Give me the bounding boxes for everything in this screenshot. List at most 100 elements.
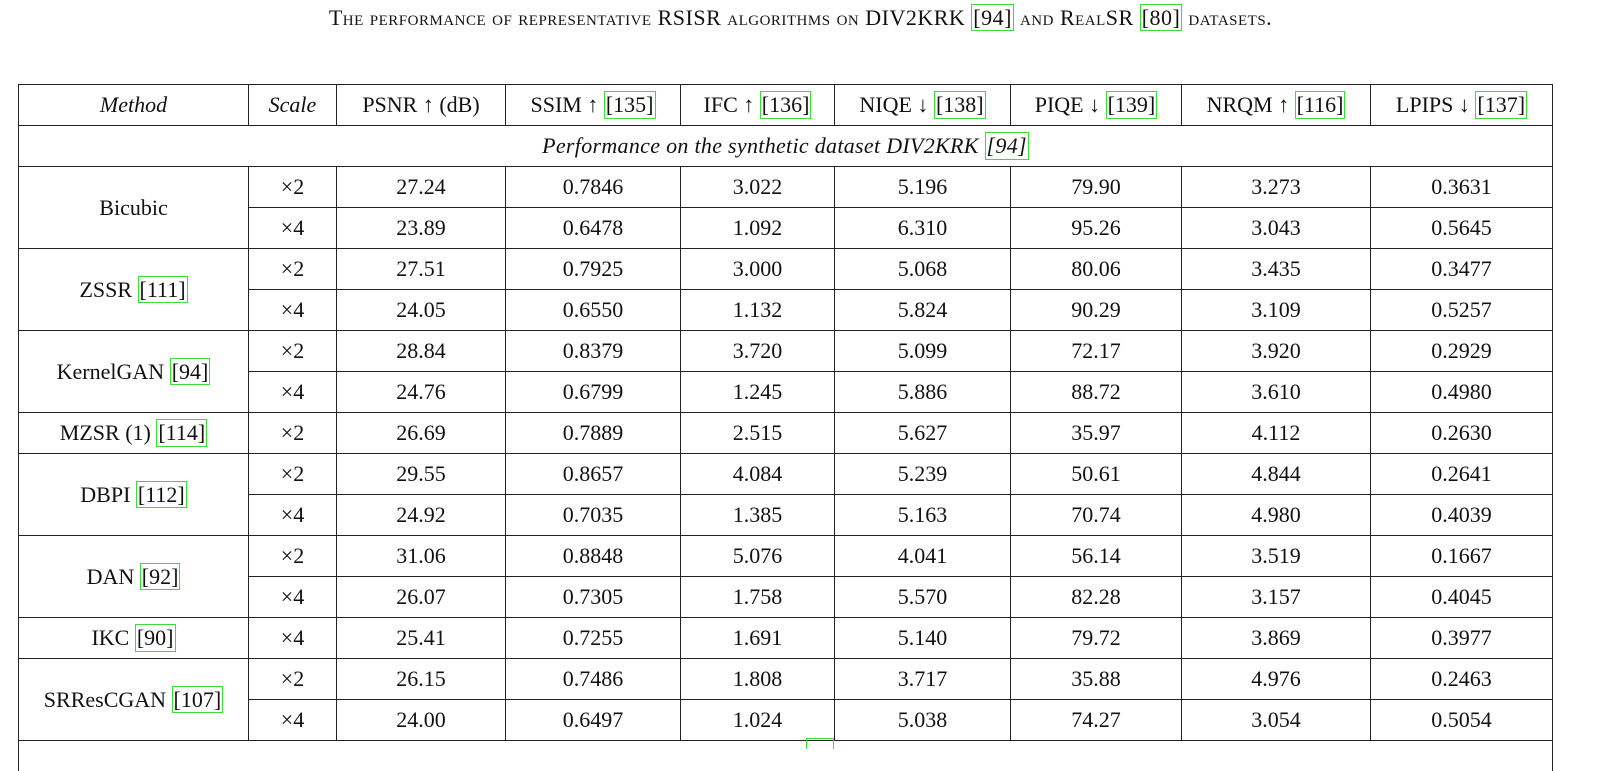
nrqm-cell: 4.976 [1182, 659, 1371, 700]
piqe-cell: 70.74 [1011, 495, 1182, 536]
psnr-cell: 27.51 [337, 249, 506, 290]
column-header: IFC ↑ [136] [681, 85, 835, 126]
lpips-cell: 0.3631 [1371, 167, 1553, 208]
scale-cell: ×2 [249, 331, 337, 372]
niqe-cell: 5.886 [835, 372, 1011, 413]
column-header: PSNR ↑ (dB) [337, 85, 506, 126]
citation-link[interactable]: [138] [934, 91, 986, 118]
nrqm-cell: 3.157 [1182, 577, 1371, 618]
citation-link[interactable]: [112] [136, 481, 187, 508]
method-cell: IKC [90] [19, 618, 249, 659]
nrqm-cell: 3.610 [1182, 372, 1371, 413]
psnr-cell: 25.41 [337, 618, 506, 659]
table-body: Performance on the synthetic dataset DIV… [19, 126, 1553, 771]
nrqm-cell: 3.435 [1182, 249, 1371, 290]
piqe-cell: 35.88 [1011, 659, 1182, 700]
column-header-label: NRQM ↑ [1207, 92, 1295, 117]
ssim-cell: 0.6497 [506, 700, 681, 741]
table-caption: The performance of representative RSISR … [0, 4, 1601, 31]
citation-link[interactable] [806, 738, 834, 749]
niqe-cell: 5.038 [835, 700, 1011, 741]
citation-link[interactable]: [94] [170, 358, 211, 385]
lpips-cell: 0.2463 [1371, 659, 1553, 700]
column-header: NIQE ↓ [138] [835, 85, 1011, 126]
column-header: SSIM ↑ [135] [506, 85, 681, 126]
niqe-cell: 5.140 [835, 618, 1011, 659]
lpips-cell: 0.1667 [1371, 536, 1553, 577]
ssim-cell: 0.6550 [506, 290, 681, 331]
niqe-cell: 5.068 [835, 249, 1011, 290]
method-name: KernelGAN [57, 359, 170, 384]
ssim-cell: 0.7889 [506, 413, 681, 454]
citation-link[interactable]: [107] [172, 686, 224, 713]
method-name: SRResCGAN [44, 687, 172, 712]
piqe-cell: 90.29 [1011, 290, 1182, 331]
method-cell: DBPI [112] [19, 454, 249, 536]
section-title: Performance on the synthetic dataset DIV… [19, 126, 1553, 167]
niqe-cell: 5.570 [835, 577, 1011, 618]
ifc-cell: 5.076 [681, 536, 835, 577]
citation-link[interactable]: [136] [760, 91, 812, 118]
scale-cell: ×2 [249, 413, 337, 454]
psnr-cell: 26.69 [337, 413, 506, 454]
ifc-cell: 1.758 [681, 577, 835, 618]
piqe-cell: 72.17 [1011, 331, 1182, 372]
citation-link[interactable]: [137] [1475, 91, 1527, 118]
citation-link[interactable]: [80] [1140, 4, 1183, 31]
scale-cell: ×4 [249, 577, 337, 618]
scale-cell: ×4 [249, 372, 337, 413]
citation-link[interactable]: [94] [971, 4, 1014, 31]
ssim-cell: 0.7305 [506, 577, 681, 618]
citation-link[interactable]: [94] [985, 132, 1029, 159]
niqe-cell: 5.239 [835, 454, 1011, 495]
column-header-label: PSNR ↑ (dB) [362, 92, 479, 117]
scale-cell: ×2 [249, 659, 337, 700]
scale-cell: ×2 [249, 454, 337, 495]
psnr-cell: 31.06 [337, 536, 506, 577]
nrqm-cell: 4.844 [1182, 454, 1371, 495]
nrqm-cell: 4.980 [1182, 495, 1371, 536]
method-name: IKC [91, 625, 134, 650]
citation-link[interactable]: [116] [1295, 91, 1346, 118]
column-header-label: LPIPS ↓ [1396, 92, 1475, 117]
psnr-cell: 29.55 [337, 454, 506, 495]
lpips-cell: 0.2929 [1371, 331, 1553, 372]
method-cell: KernelGAN [94] [19, 331, 249, 413]
section-row: Performance on the synthetic dataset DIV… [19, 126, 1553, 167]
column-header: LPIPS ↓ [137] [1371, 85, 1553, 126]
psnr-cell: 24.76 [337, 372, 506, 413]
ssim-cell: 0.7035 [506, 495, 681, 536]
ssim-cell: 0.8657 [506, 454, 681, 495]
lpips-cell: 0.4039 [1371, 495, 1553, 536]
niqe-cell: 5.163 [835, 495, 1011, 536]
citation-link[interactable]: [90] [135, 624, 176, 651]
method-name: MZSR (1) [60, 420, 157, 445]
piqe-cell: 80.06 [1011, 249, 1182, 290]
citation-link[interactable]: [135] [604, 91, 656, 118]
column-header-label: PIQE ↓ [1035, 92, 1106, 117]
cropped-section-row [19, 741, 1553, 771]
section-text: Performance on the synthetic dataset DIV… [542, 133, 984, 158]
niqe-cell: 4.041 [835, 536, 1011, 577]
piqe-cell: 79.72 [1011, 618, 1182, 659]
niqe-cell: 3.717 [835, 659, 1011, 700]
scale-cell: ×4 [249, 495, 337, 536]
citation-link[interactable]: [92] [140, 563, 181, 590]
citation-link[interactable]: [114] [156, 419, 207, 446]
caption-text-after: datasets. [1182, 5, 1272, 30]
piqe-cell: 35.97 [1011, 413, 1182, 454]
citation-link[interactable]: [139] [1106, 91, 1158, 118]
citation-link[interactable]: [111] [138, 276, 188, 303]
cropped-section-cell [19, 741, 1553, 771]
ssim-cell: 0.7255 [506, 618, 681, 659]
